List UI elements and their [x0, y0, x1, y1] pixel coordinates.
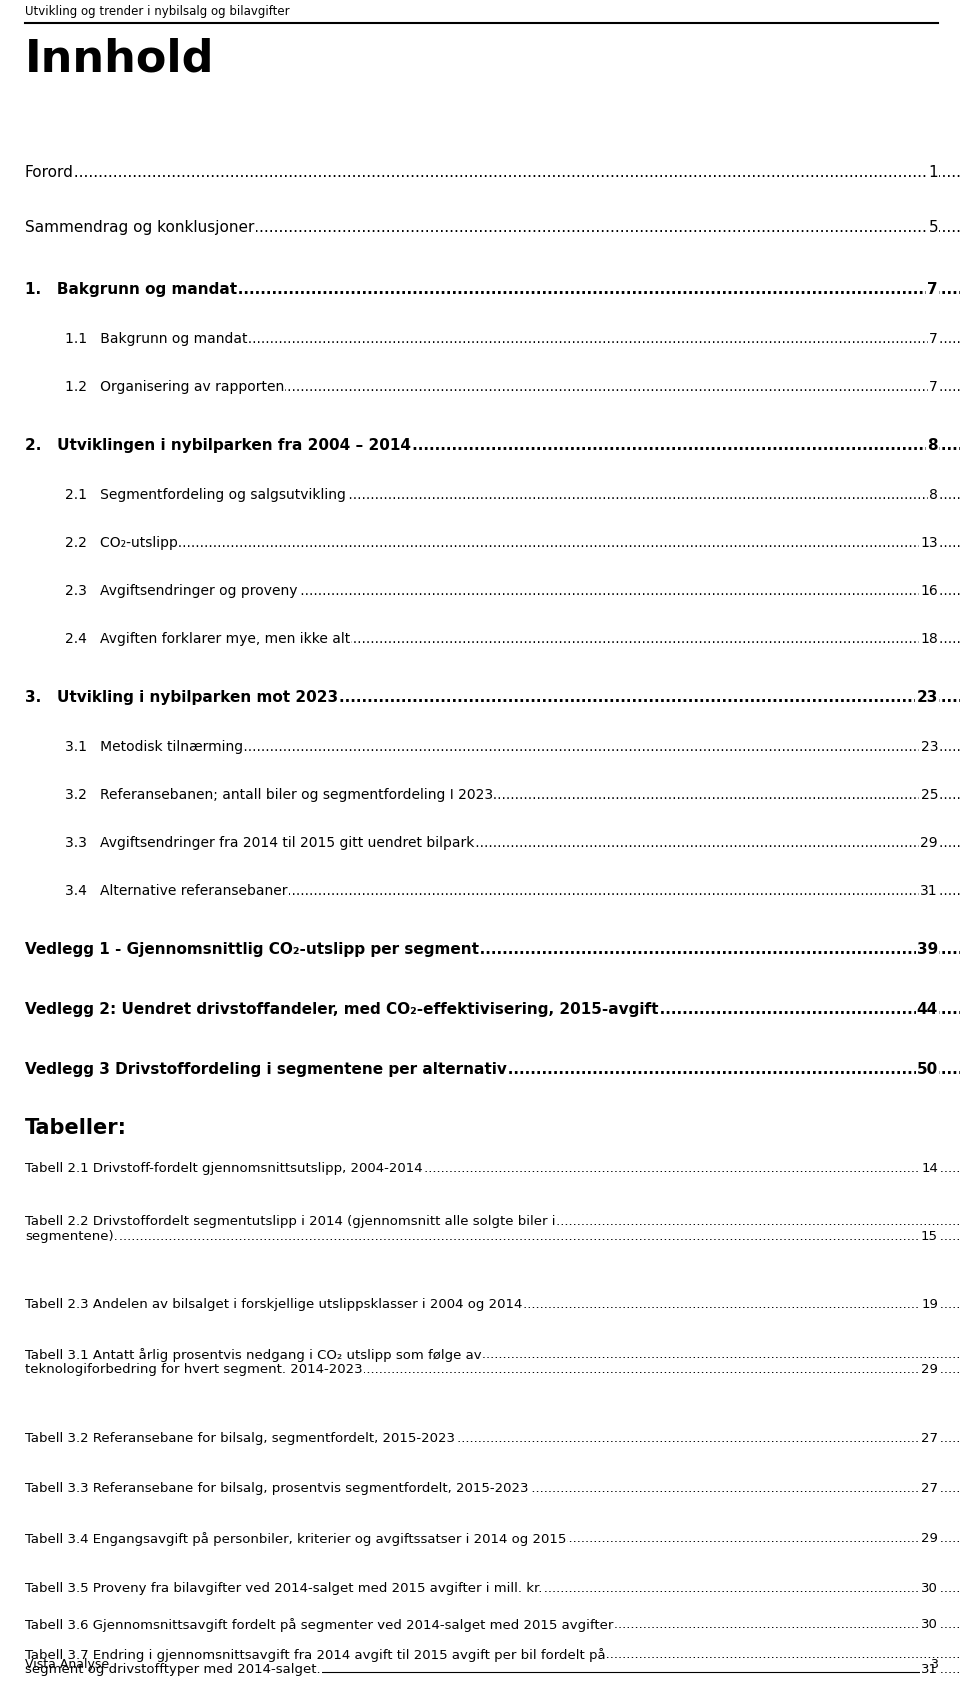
- Text: ................................................................................: ........................................…: [25, 1161, 960, 1175]
- Text: ................................................................................: ........................................…: [25, 1348, 960, 1361]
- Text: Vista Analyse: Vista Analyse: [25, 1657, 109, 1671]
- Text: ................................................................................: ........................................…: [25, 1481, 960, 1495]
- Text: 16: 16: [921, 584, 938, 598]
- Text: 2.1   Segmentfordeling og salgsutvikling: 2.1 Segmentfordeling og salgsutvikling: [65, 488, 346, 503]
- Text: 30: 30: [922, 1581, 938, 1595]
- Text: ................................................................................: ........................................…: [25, 1581, 960, 1595]
- Text: Vedlegg 2: Uendret drivstoffandeler, med CO₂-effektivisering, 2015-avgift: Vedlegg 2: Uendret drivstoffandeler, med…: [25, 1002, 659, 1017]
- Text: 14: 14: [922, 1161, 938, 1175]
- Text: 2.4   Avgiften forklarer mye, men ikke alt: 2.4 Avgiften forklarer mye, men ikke alt: [65, 631, 350, 647]
- Text: Tabell 3.1 Antatt årlig prosentvis nedgang i CO₂ utslipp som følge av: Tabell 3.1 Antatt årlig prosentvis nedga…: [25, 1348, 482, 1361]
- Text: Sammendrag og konklusjoner: Sammendrag og konklusjoner: [25, 220, 254, 235]
- Text: 19: 19: [922, 1299, 938, 1310]
- Text: Forord: Forord: [25, 164, 74, 179]
- Text: ................................................................................: ........................................…: [25, 1062, 960, 1077]
- Text: teknologiforbedring for hvert segment. 2014-2023: teknologiforbedring for hvert segment. 2…: [25, 1363, 363, 1376]
- Text: 3.3   Avgiftsendringer fra 2014 til 2015 gitt uendret bilpark: 3.3 Avgiftsendringer fra 2014 til 2015 g…: [65, 836, 474, 850]
- Text: 7: 7: [929, 379, 938, 394]
- Text: ................................................................................: ........................................…: [25, 941, 960, 957]
- Text: 5: 5: [928, 220, 938, 235]
- Text: ................................................................................: ........................................…: [65, 584, 960, 598]
- Text: 1.1   Bakgrunn og mandat: 1.1 Bakgrunn og mandat: [65, 332, 248, 345]
- Text: ................................................................................: ........................................…: [25, 164, 960, 179]
- Text: Vedlegg 3 Drivstoffordeling i segmentene per alternativ: Vedlegg 3 Drivstoffordeling i segmentene…: [25, 1062, 507, 1077]
- Text: Tabell 3.7 Endring i gjennomsnittsavgift fra 2014 avgift til 2015 avgift per bil: Tabell 3.7 Endring i gjennomsnittsavgift…: [25, 1647, 606, 1663]
- Text: 2.   Utviklingen i nybilparken fra 2004 – 2014: 2. Utviklingen i nybilparken fra 2004 – …: [25, 438, 411, 454]
- Text: 7: 7: [929, 332, 938, 345]
- Text: ................................................................................: ........................................…: [25, 1432, 960, 1446]
- Text: ................................................................................: ........................................…: [25, 1299, 960, 1310]
- Text: Utvikling og trender i nybilsalg og bilavgifter: Utvikling og trender i nybilsalg og bila…: [25, 5, 290, 19]
- Text: 3.1   Metodisk tilnærming: 3.1 Metodisk tilnærming: [65, 740, 243, 753]
- Text: 23: 23: [917, 691, 938, 704]
- Text: 30: 30: [922, 1619, 938, 1630]
- Text: ................................................................................: ........................................…: [65, 884, 960, 897]
- Text: ................................................................................: ........................................…: [65, 537, 960, 550]
- Text: ................................................................................: ........................................…: [65, 740, 960, 753]
- Text: 50: 50: [917, 1062, 938, 1077]
- Text: Tabell 2.2 Drivstoffordelt segmentutslipp i 2014 (gjennomsnitt alle solgte biler: Tabell 2.2 Drivstoffordelt segmentutslip…: [25, 1216, 556, 1227]
- Text: 2.3   Avgiftsendringer og proveny: 2.3 Avgiftsendringer og proveny: [65, 584, 298, 598]
- Text: 2.2   CO₂-utslipp: 2.2 CO₂-utslipp: [65, 537, 178, 550]
- Text: 18: 18: [921, 631, 938, 647]
- Text: 29: 29: [922, 1532, 938, 1546]
- Text: ................................................................................: ........................................…: [65, 631, 960, 647]
- Text: 7: 7: [927, 283, 938, 296]
- Text: 23: 23: [921, 740, 938, 753]
- Text: 1.2   Organisering av rapporten: 1.2 Organisering av rapporten: [65, 379, 284, 394]
- Text: Tabell 3.4 Engangsavgift på personbiler, kriterier og avgiftssatser i 2014 og 20: Tabell 3.4 Engangsavgift på personbiler,…: [25, 1532, 566, 1546]
- Text: 31: 31: [921, 1663, 938, 1676]
- Text: 27: 27: [921, 1432, 938, 1446]
- Text: Tabell 3.2 Referansebane for bilsalg, segmentfordelt, 2015-2023: Tabell 3.2 Referansebane for bilsalg, se…: [25, 1432, 455, 1446]
- Text: 1.   Bakgrunn og mandat: 1. Bakgrunn og mandat: [25, 283, 237, 296]
- Text: 3.2   Referansebanen; antall biler og segmentfordeling I 2023: 3.2 Referansebanen; antall biler og segm…: [65, 787, 493, 802]
- Text: ................................................................................: ........................................…: [25, 1002, 960, 1017]
- Text: ................................................................................: ........................................…: [65, 787, 960, 802]
- Text: ................................................................................: ........................................…: [25, 1663, 960, 1676]
- Text: Tabell 3.3 Referansebane for bilsalg, prosentvis segmentfordelt, 2015-2023: Tabell 3.3 Referansebane for bilsalg, pr…: [25, 1481, 529, 1495]
- Text: 27: 27: [921, 1481, 938, 1495]
- Text: 25: 25: [921, 787, 938, 802]
- Text: ................................................................................: ........................................…: [25, 283, 960, 296]
- Text: Tabell 2.1 Drivstoff-fordelt gjennomsnittsutslipp, 2004-2014: Tabell 2.1 Drivstoff-fordelt gjennomsnit…: [25, 1161, 422, 1175]
- Text: ................................................................................: ........................................…: [25, 1647, 960, 1661]
- Text: 3.   Utvikling i nybilparken mot 2023: 3. Utvikling i nybilparken mot 2023: [25, 691, 338, 704]
- Text: 39: 39: [917, 941, 938, 957]
- Text: ................................................................................: ........................................…: [65, 332, 960, 345]
- Text: 29: 29: [921, 836, 938, 850]
- Text: 31: 31: [921, 884, 938, 897]
- Text: ................................................................................: ........................................…: [25, 220, 960, 235]
- Text: ................................................................................: ........................................…: [25, 1229, 960, 1243]
- Text: Innhold: Innhold: [25, 37, 214, 81]
- Text: 29: 29: [922, 1363, 938, 1376]
- Text: 8: 8: [929, 488, 938, 503]
- Text: 3: 3: [930, 1657, 938, 1671]
- Text: ................................................................................: ........................................…: [25, 1363, 960, 1376]
- Text: ................................................................................: ........................................…: [25, 1532, 960, 1546]
- Text: ................................................................................: ........................................…: [65, 379, 960, 394]
- Text: Tabeller:: Tabeller:: [25, 1117, 127, 1138]
- Text: Tabell 2.3 Andelen av bilsalget i forskjellige utslippsklasser i 2004 og 2014: Tabell 2.3 Andelen av bilsalget i forskj…: [25, 1299, 522, 1310]
- Text: 1: 1: [928, 164, 938, 179]
- Text: 13: 13: [921, 537, 938, 550]
- Text: Tabell 3.5 Proveny fra bilavgifter ved 2014-salget med 2015 avgifter i mill. kr.: Tabell 3.5 Proveny fra bilavgifter ved 2…: [25, 1581, 542, 1595]
- Text: ................................................................................: ........................................…: [65, 488, 960, 503]
- Text: Vedlegg 1 - Gjennomsnittlig CO₂-utslipp per segment: Vedlegg 1 - Gjennomsnittlig CO₂-utslipp …: [25, 941, 479, 957]
- Text: ................................................................................: ........................................…: [25, 438, 960, 454]
- Text: Tabell 3.6 Gjennomsnittsavgift fordelt på segmenter ved 2014-salget med 2015 avg: Tabell 3.6 Gjennomsnittsavgift fordelt p…: [25, 1619, 613, 1632]
- Text: 15: 15: [921, 1229, 938, 1243]
- Text: 3.4   Alternative referansebaner: 3.4 Alternative referansebaner: [65, 884, 287, 897]
- Text: segmentene).: segmentene).: [25, 1229, 118, 1243]
- Text: ................................................................................: ........................................…: [25, 691, 960, 704]
- Text: ................................................................................: ........................................…: [25, 1216, 960, 1227]
- Text: segment og drivstofftyper med 2014-salget.: segment og drivstofftyper med 2014-salge…: [25, 1663, 321, 1676]
- Text: 44: 44: [917, 1002, 938, 1017]
- Text: 8: 8: [927, 438, 938, 454]
- Text: ................................................................................: ........................................…: [25, 1619, 960, 1630]
- Text: ................................................................................: ........................................…: [65, 836, 960, 850]
